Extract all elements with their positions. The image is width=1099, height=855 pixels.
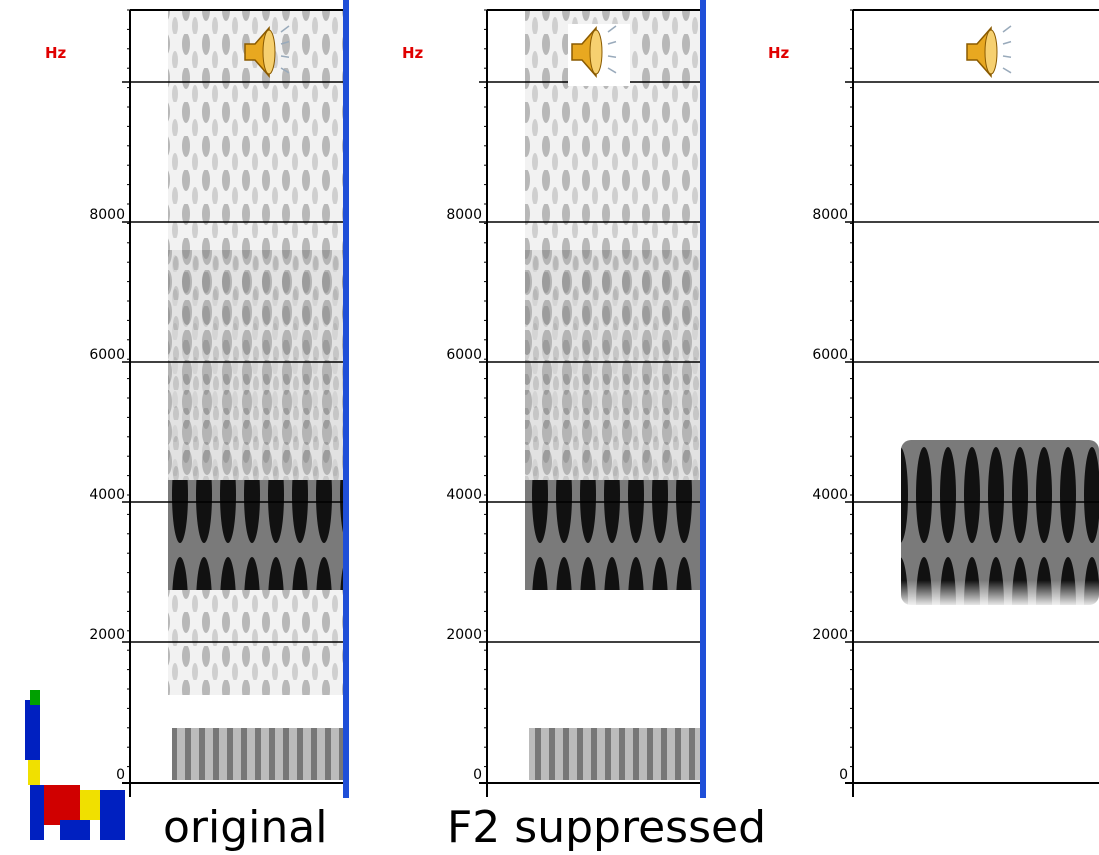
y-tick-label: 8000 bbox=[446, 207, 482, 223]
logo-icon bbox=[25, 690, 125, 840]
speaker-body bbox=[966, 26, 992, 78]
sound-wave bbox=[280, 40, 290, 45]
caption: F2 suppressed bbox=[447, 802, 766, 853]
speaker-icon bbox=[568, 24, 630, 86]
unit-label: Hz bbox=[402, 44, 424, 62]
y-tick-label: 0 bbox=[116, 767, 125, 783]
spectrogram-f2 bbox=[168, 585, 343, 695]
y-tick-label: 4000 bbox=[89, 487, 125, 503]
y-tick-label: 4000 bbox=[446, 487, 482, 503]
y-tick-label: 6000 bbox=[812, 347, 848, 363]
y-tick-label: 8000 bbox=[89, 207, 125, 223]
y-tick-label: 2000 bbox=[446, 627, 482, 643]
band-fade bbox=[901, 440, 1099, 605]
y-tick-label: 4000 bbox=[812, 487, 848, 503]
y-tick-label: 6000 bbox=[89, 347, 125, 363]
spectrogram-low bbox=[529, 728, 700, 780]
speaker-cone bbox=[589, 29, 603, 75]
unit-label: Hz bbox=[45, 44, 67, 62]
cursor-line bbox=[700, 0, 706, 798]
sound-wave bbox=[607, 40, 617, 45]
spectrogram-band bbox=[525, 480, 700, 590]
sound-wave bbox=[280, 67, 290, 74]
spectrogram-noise bbox=[525, 250, 700, 480]
sound-wave bbox=[607, 55, 617, 58]
spectrogram-noise bbox=[168, 250, 343, 480]
sound-wave bbox=[1002, 25, 1012, 33]
speaker-body bbox=[571, 26, 597, 78]
sound-wave bbox=[1002, 67, 1012, 74]
speaker-cone bbox=[262, 29, 276, 75]
spectrogram-band bbox=[168, 480, 343, 590]
sound-wave bbox=[607, 25, 617, 33]
unit-label: Hz bbox=[768, 44, 790, 62]
caption: original bbox=[163, 802, 327, 853]
sound-wave bbox=[280, 25, 290, 33]
y-tick-label: 2000 bbox=[812, 627, 848, 643]
speaker-body bbox=[244, 26, 270, 78]
y-tick-label: 0 bbox=[473, 767, 482, 783]
sound-wave bbox=[280, 55, 290, 58]
speaker-icon bbox=[966, 25, 1012, 78]
y-tick-label: 2000 bbox=[89, 627, 125, 643]
sound-wave bbox=[607, 67, 617, 74]
spectrogram-low bbox=[172, 728, 343, 780]
sound-wave bbox=[1002, 55, 1012, 58]
cursor-line bbox=[343, 0, 349, 798]
y-tick-label: 0 bbox=[839, 767, 848, 783]
speaker-icon bbox=[244, 25, 290, 78]
sound-wave bbox=[1002, 40, 1012, 45]
y-tick-label: 6000 bbox=[446, 347, 482, 363]
speaker-cone bbox=[984, 29, 998, 75]
y-tick-label: 8000 bbox=[812, 207, 848, 223]
